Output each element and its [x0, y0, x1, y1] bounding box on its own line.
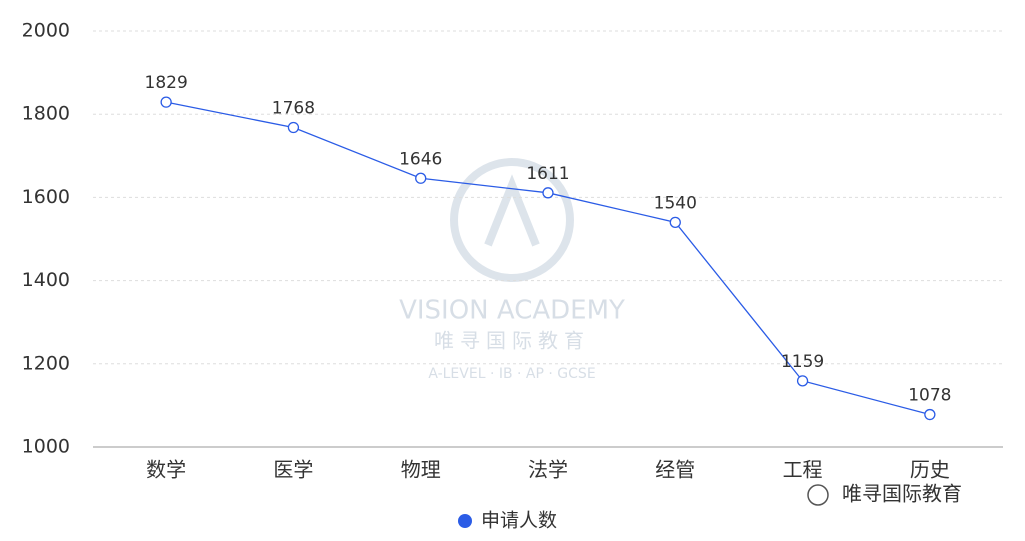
- point: [415, 172, 427, 184]
- y-tick-label: 1200: [22, 352, 70, 374]
- watermark-text: A-LEVEL · IB · AP · GCSE: [428, 366, 595, 382]
- x-tick-label: 医学: [273, 458, 313, 482]
- wechat-watermark: 唯寻国际教育: [807, 482, 962, 506]
- y-tick-label: 1800: [22, 103, 70, 125]
- data-label: 1078: [908, 386, 951, 406]
- x-tick-label: 经管: [655, 458, 695, 482]
- watermark-text: 唯寻国际教育: [842, 482, 962, 506]
- watermark-text: VISION ACADEMY: [399, 296, 625, 326]
- y-tick-label: 1000: [22, 436, 70, 458]
- watermark-text: 唯寻国际教育: [434, 329, 590, 353]
- wechat-icon: [807, 484, 829, 506]
- x-tick-label: 历史: [910, 458, 950, 482]
- point: [542, 187, 554, 199]
- x-tick-label: 工程: [783, 458, 823, 482]
- data-label: 1768: [272, 99, 315, 119]
- point: [669, 216, 681, 229]
- point: [160, 96, 172, 108]
- watermark-logo: [484, 174, 540, 247]
- y-tick-label: 1400: [22, 269, 70, 291]
- point: [796, 375, 809, 387]
- x-tick-label: 数学: [146, 458, 186, 482]
- x-tick-label: 法学: [528, 458, 568, 482]
- y-tick-label: 2000: [22, 20, 70, 42]
- point: [924, 408, 936, 421]
- data-label: 1611: [526, 164, 569, 184]
- legend-marker: [458, 514, 472, 528]
- data-label: 1540: [654, 193, 697, 213]
- data-label: 1829: [145, 73, 188, 93]
- x-tick-label: 物理: [401, 458, 441, 482]
- watermark-logo: [450, 158, 574, 282]
- point: [287, 121, 300, 134]
- watermark: VISION ACADEMY 唯寻国际教育 A-LEVEL · IB · AP …: [399, 158, 625, 382]
- legend-label: 申请人数: [481, 510, 557, 532]
- data-label: 1646: [399, 149, 442, 169]
- y-tick-label: 1600: [22, 186, 70, 208]
- data-label: 1159: [781, 352, 824, 372]
